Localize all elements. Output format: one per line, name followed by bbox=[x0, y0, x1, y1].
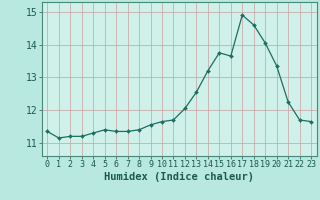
X-axis label: Humidex (Indice chaleur): Humidex (Indice chaleur) bbox=[104, 172, 254, 182]
